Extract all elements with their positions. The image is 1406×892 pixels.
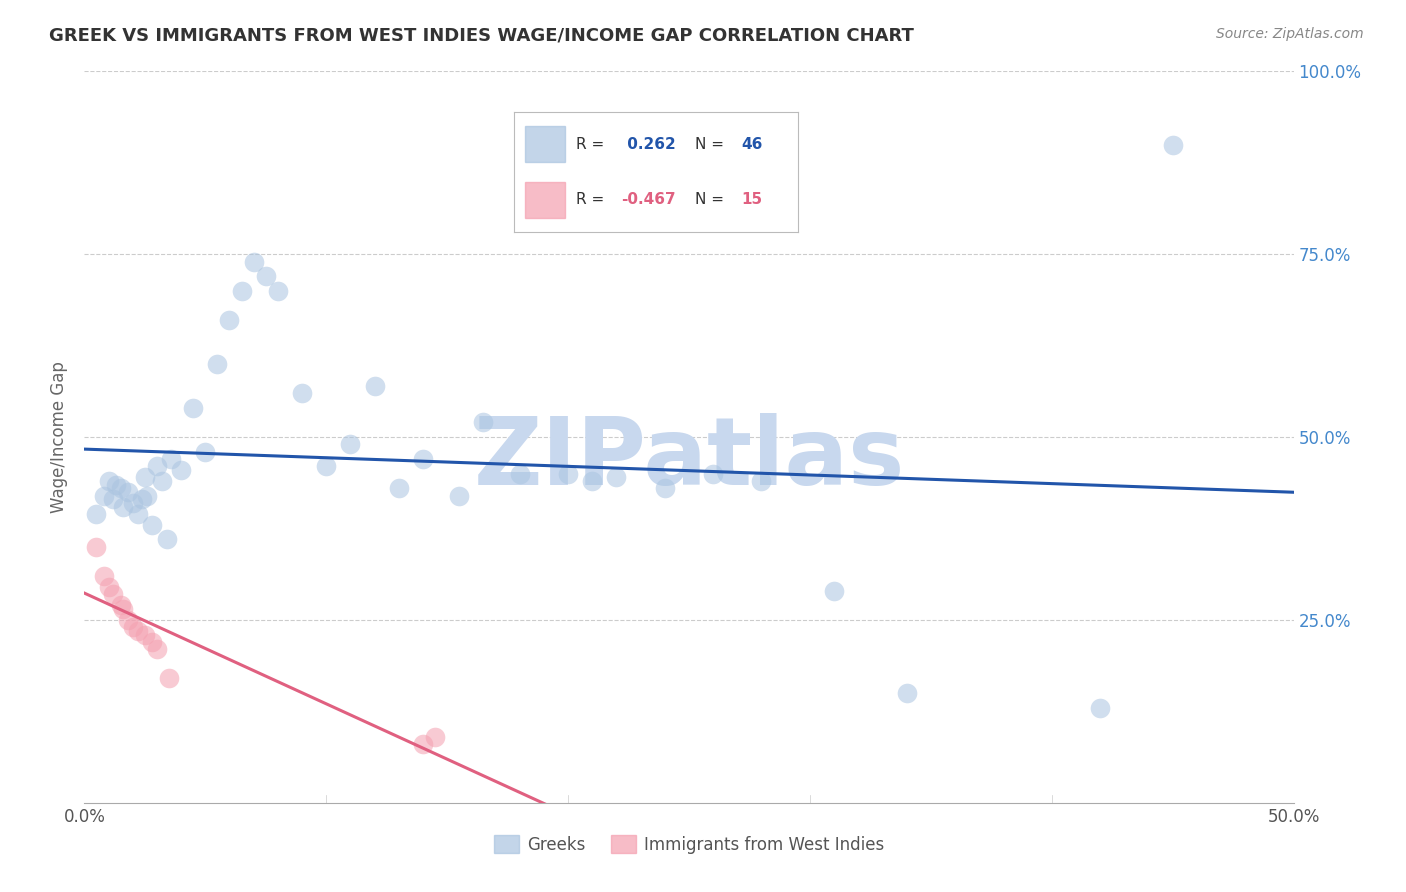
Point [654,481,676,495]
Point [127,507,149,521]
Point [160,452,183,467]
Legend: Greeks, Immigrants from West Indies: Greeks, Immigrants from West Indies [486,829,891,860]
Point [150,474,173,488]
Point [93,489,115,503]
Point [117,485,139,500]
Point [581,474,603,488]
Point [181,401,204,415]
Point [97,580,120,594]
Point [86,540,108,554]
Point [339,437,361,451]
Point [896,686,918,700]
Y-axis label: Wage/Income Gap: Wage/Income Gap [51,361,69,513]
Point [509,467,531,481]
Point [127,624,149,638]
Point [472,416,495,430]
Point [146,642,169,657]
Point [231,284,253,298]
Point [110,599,132,613]
Point [103,492,125,507]
Point [170,463,193,477]
Point [412,452,434,467]
Point [254,269,277,284]
Point [112,602,135,616]
Point [194,444,217,458]
Point [315,459,337,474]
Point [157,672,180,686]
Point [412,737,434,751]
Point [1088,700,1111,714]
Point [291,386,314,401]
Point [702,467,724,481]
Point [423,730,446,744]
Point [557,467,579,481]
Point [449,489,471,503]
Point [103,587,125,601]
Point [141,635,163,649]
Point [823,583,845,598]
Point [141,517,163,532]
Text: Source: ZipAtlas.com: Source: ZipAtlas.com [1216,27,1364,41]
Point [363,379,385,393]
Point [134,470,156,484]
Point [110,481,132,495]
Text: ZIPatlas: ZIPatlas [474,413,904,505]
Point [388,481,411,495]
Point [131,492,153,507]
Point [121,496,143,510]
Point [136,489,159,503]
Point [751,474,773,488]
Point [605,470,627,484]
Point [218,313,240,327]
Text: GREEK VS IMMIGRANTS FROM WEST INDIES WAGE/INCOME GAP CORRELATION CHART: GREEK VS IMMIGRANTS FROM WEST INDIES WAG… [49,27,914,45]
Point [97,474,120,488]
Point [267,284,290,298]
Point [93,569,115,583]
Point [86,507,108,521]
Point [112,500,135,514]
Point [242,254,264,268]
Point [146,459,169,474]
Point [121,620,143,634]
Point [155,533,177,547]
Point [207,357,229,371]
Point [104,477,127,491]
Point [134,627,156,641]
Point [117,613,139,627]
Point [1161,137,1184,152]
